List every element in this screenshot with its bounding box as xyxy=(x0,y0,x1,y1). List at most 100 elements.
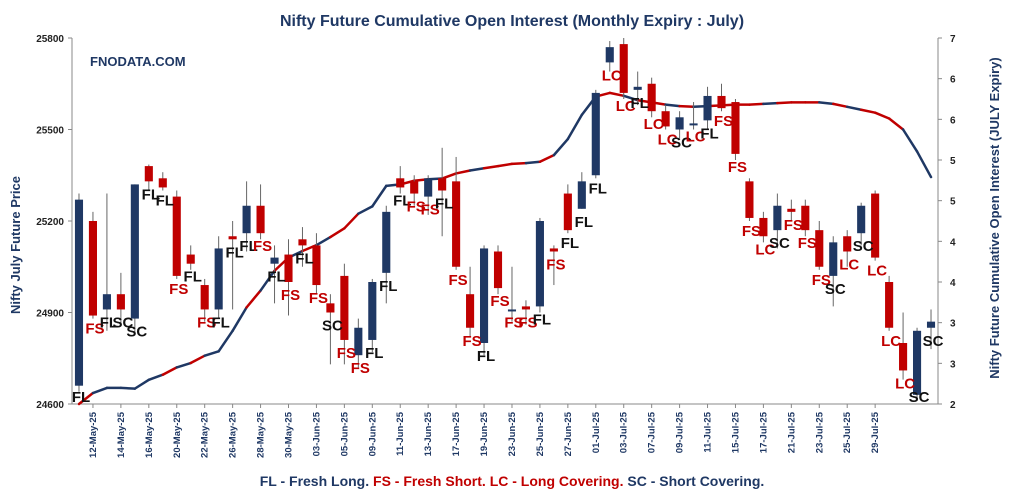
x-tick-label: 22-May-25 xyxy=(200,411,211,458)
legend-entry: SC - Short Covering. xyxy=(623,473,764,489)
y-tick-right: 6 xyxy=(950,115,956,126)
candle-body xyxy=(787,208,796,212)
candle-body xyxy=(619,44,628,93)
x-tick-label: 26-May-25 xyxy=(228,411,239,458)
candle-body xyxy=(493,251,503,289)
oi-segment xyxy=(873,111,891,120)
candle-tag: FL xyxy=(379,278,397,295)
candle-tag: FL xyxy=(239,238,257,255)
candle-body xyxy=(926,321,936,328)
candle-tag: LC xyxy=(644,116,664,133)
candle-tag: FS xyxy=(351,360,370,377)
candle-tag: FS xyxy=(337,345,356,362)
legend-entry: FL - Fresh Long. xyxy=(260,473,369,489)
candle-body xyxy=(172,196,181,276)
x-tick-label: 16-May-25 xyxy=(144,411,155,458)
candle-tag: FS xyxy=(462,333,481,350)
y-tick-left: 25500 xyxy=(36,126,64,137)
candle-body xyxy=(899,343,908,371)
candle-body xyxy=(829,242,838,276)
candle-tag: FL xyxy=(533,311,551,328)
oi-segment xyxy=(133,378,151,390)
oi-segment xyxy=(189,354,206,365)
oi-segment xyxy=(622,94,639,102)
candle-body xyxy=(382,211,391,273)
candle-tag: FS xyxy=(784,217,803,234)
candle-body xyxy=(424,178,433,197)
candle-body xyxy=(507,309,517,312)
candle-tag: SC xyxy=(322,318,343,335)
candle-tag: SC xyxy=(769,235,790,252)
x-tick-label: 17-Jun-25 xyxy=(451,411,462,456)
candle-body xyxy=(284,254,293,282)
candle-body xyxy=(647,83,656,112)
y-tick-right: 5 xyxy=(950,156,956,167)
candle-body xyxy=(773,205,782,231)
oi-segment xyxy=(901,128,919,153)
x-tick-label: 13-Jun-25 xyxy=(423,411,434,456)
y-tick-right: 4 xyxy=(950,237,956,248)
candle-tag: FS xyxy=(197,314,216,331)
candle-body xyxy=(228,236,237,240)
candle-tag: LC xyxy=(602,67,622,84)
y-tick-left: 24900 xyxy=(36,309,64,320)
x-tick-label: 27-Jun-25 xyxy=(563,411,574,456)
oi-segment xyxy=(91,386,109,395)
oi-segment xyxy=(482,164,500,170)
x-tick-label: 17-Jul-25 xyxy=(758,411,769,453)
candle-body xyxy=(633,86,642,90)
oi-segment xyxy=(887,117,905,131)
oi-segment xyxy=(315,235,332,247)
legend-text: FL - Fresh Long. FS - Fresh Short. LC - … xyxy=(260,473,765,489)
y-tick-right: 3 xyxy=(950,359,956,370)
oi-segment xyxy=(259,269,276,292)
candle-body xyxy=(549,248,558,252)
candle-tag: FL xyxy=(631,95,649,112)
axes: 24600 24900 25200 25500 25800 2 3 3 4 4 5 5 6 6 7 12-Ma… xyxy=(36,34,956,458)
oi-segment xyxy=(440,172,458,180)
y-tick-right: 2 xyxy=(950,400,956,411)
y-tick-right: 5 xyxy=(950,197,956,208)
annotations: FLFSFLSCSCFLFLFSFLFSFLFLFLFSFLFSFLFSSCFS… xyxy=(72,67,944,406)
oi-segment xyxy=(119,386,137,390)
oi-segment xyxy=(245,289,262,309)
oi-segment xyxy=(371,184,388,208)
x-tick-label: 03-Jul-25 xyxy=(619,411,630,453)
candle-tag: FL xyxy=(393,192,411,209)
x-tick-label: 23-Jun-25 xyxy=(507,411,518,456)
x-tick-label: 05-Jun-25 xyxy=(339,411,350,456)
candle-body xyxy=(270,257,279,264)
candle-tag: FL xyxy=(561,235,579,252)
candle-tag: FS xyxy=(518,314,537,331)
candle-body xyxy=(885,282,894,328)
candle-body xyxy=(605,47,614,63)
candle-body xyxy=(242,205,251,234)
candle-tag: LC xyxy=(867,263,887,280)
candle-body xyxy=(256,205,265,234)
candle-body xyxy=(661,111,670,127)
candle-body xyxy=(326,303,335,313)
oi-segment xyxy=(343,212,360,230)
candle-tag: LC xyxy=(658,131,678,148)
candle-body xyxy=(186,254,195,264)
candle-body xyxy=(521,306,531,310)
candle-body xyxy=(410,181,419,194)
candle-body xyxy=(703,95,712,121)
candle-body xyxy=(200,285,209,310)
x-tick-label: 09-Jun-25 xyxy=(367,411,378,456)
candle-tag: FS xyxy=(798,235,817,252)
candle-tag: LC xyxy=(755,241,775,258)
candle-body xyxy=(368,282,377,340)
legend: FL - Fresh Long. FS - Fresh Short. LC - … xyxy=(260,473,765,489)
chart-title: Nifty Future Cumulative Open Interest (M… xyxy=(280,13,744,30)
candle-body xyxy=(340,275,349,340)
candle-body xyxy=(214,248,223,310)
candle-tag: FL xyxy=(295,250,313,267)
candle-tag: FL xyxy=(477,348,495,365)
candle-body xyxy=(144,166,153,182)
oi-segment xyxy=(859,108,877,114)
candle-tag: FL xyxy=(365,345,383,362)
oi-segment xyxy=(845,105,863,111)
oi-segment xyxy=(231,306,248,333)
candle-body xyxy=(158,178,167,188)
